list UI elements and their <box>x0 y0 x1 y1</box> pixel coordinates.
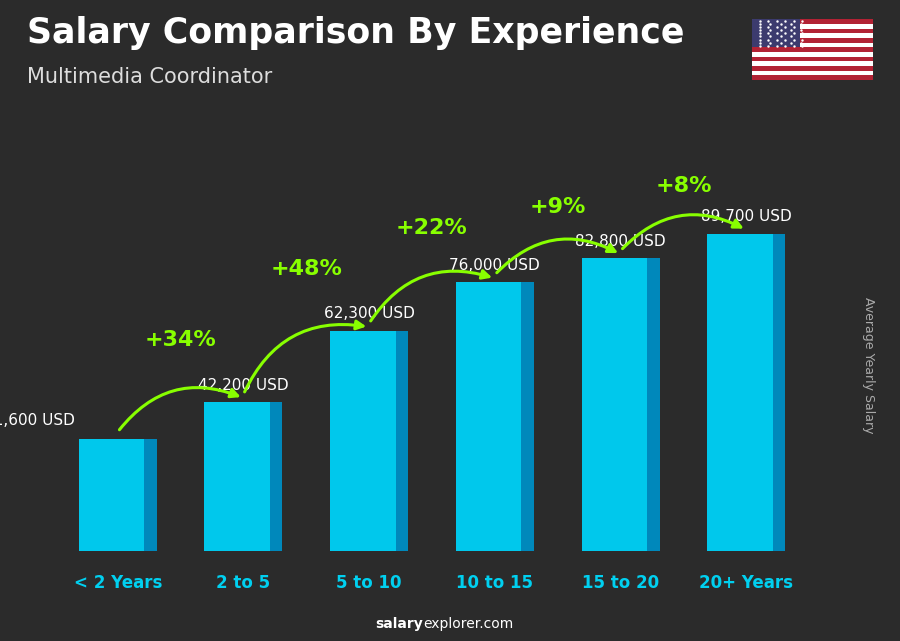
Bar <box>752 38 873 43</box>
FancyArrowPatch shape <box>497 239 615 272</box>
Bar <box>752 62 873 66</box>
Bar <box>752 29 873 33</box>
Text: Average Yearly Salary: Average Yearly Salary <box>862 297 875 433</box>
Text: 20+ Years: 20+ Years <box>699 574 793 592</box>
Bar <box>395 331 408 551</box>
Bar <box>752 19 873 24</box>
Bar <box>773 234 786 551</box>
FancyArrowPatch shape <box>371 271 489 321</box>
Bar <box>752 71 873 76</box>
Bar <box>647 258 660 551</box>
Bar <box>204 402 270 551</box>
Bar <box>752 66 873 71</box>
Text: +34%: +34% <box>145 329 216 350</box>
Text: 89,700 USD: 89,700 USD <box>701 210 792 224</box>
Text: salary: salary <box>375 617 423 631</box>
FancyArrowPatch shape <box>623 215 741 249</box>
Bar <box>752 56 873 62</box>
Bar <box>521 282 534 551</box>
FancyArrowPatch shape <box>245 321 363 392</box>
Bar <box>752 19 800 47</box>
Bar <box>752 33 873 38</box>
Text: +8%: +8% <box>655 176 712 197</box>
Bar <box>330 331 395 551</box>
Bar <box>78 439 144 551</box>
Text: 15 to 20: 15 to 20 <box>582 574 659 592</box>
Text: explorer.com: explorer.com <box>423 617 513 631</box>
Text: 2 to 5: 2 to 5 <box>216 574 271 592</box>
Bar <box>752 52 873 56</box>
Bar <box>581 258 647 551</box>
Text: 10 to 15: 10 to 15 <box>456 574 534 592</box>
Bar <box>752 43 873 47</box>
Bar <box>752 76 873 80</box>
Text: 42,200 USD: 42,200 USD <box>198 378 289 392</box>
Bar <box>752 47 873 52</box>
Text: +9%: +9% <box>529 197 586 217</box>
Text: 76,000 USD: 76,000 USD <box>449 258 540 273</box>
Bar <box>752 24 873 29</box>
Text: Multimedia Coordinator: Multimedia Coordinator <box>27 67 272 87</box>
Text: +48%: +48% <box>270 258 342 279</box>
Bar <box>270 402 283 551</box>
Bar <box>707 234 773 551</box>
FancyArrowPatch shape <box>120 388 238 429</box>
Text: 62,300 USD: 62,300 USD <box>324 306 415 321</box>
Bar <box>144 439 157 551</box>
Text: 5 to 10: 5 to 10 <box>337 574 402 592</box>
Bar <box>456 282 521 551</box>
Text: Salary Comparison By Experience: Salary Comparison By Experience <box>27 16 684 50</box>
Text: 31,600 USD: 31,600 USD <box>0 413 75 428</box>
Text: +22%: +22% <box>396 217 468 238</box>
Text: < 2 Years: < 2 Years <box>74 574 162 592</box>
Text: 82,800 USD: 82,800 USD <box>575 234 666 249</box>
